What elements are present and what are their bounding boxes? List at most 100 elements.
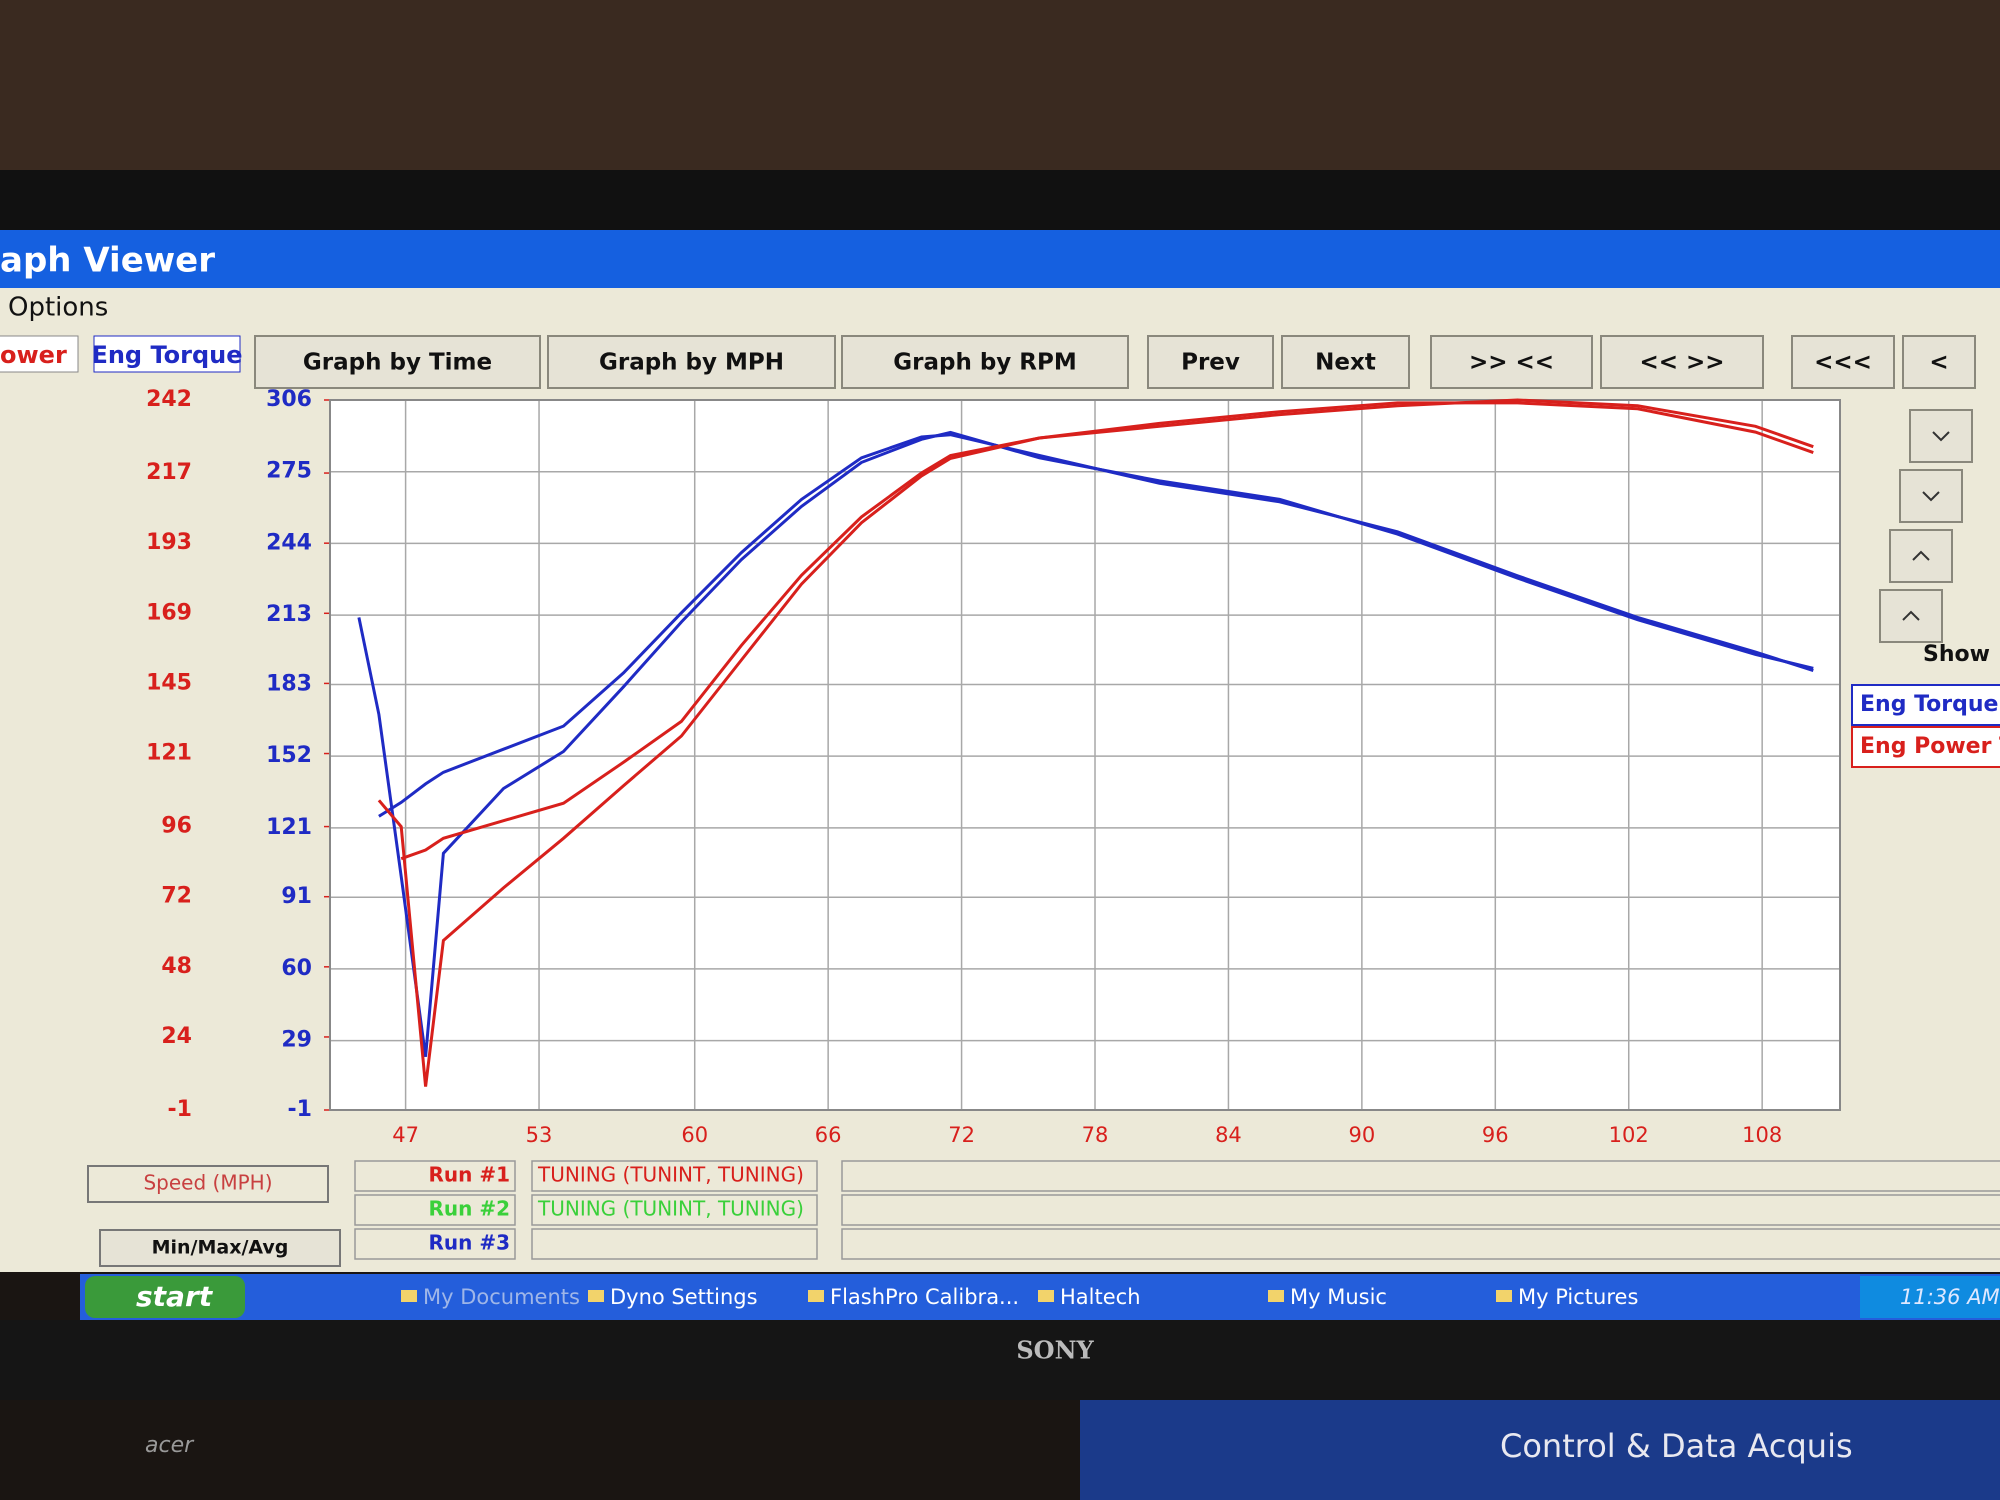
run-box xyxy=(354,1194,516,1226)
tab-label[interactable]: Eng Torque xyxy=(91,341,242,369)
series-line xyxy=(357,430,1814,1058)
button[interactable] xyxy=(1281,335,1410,389)
y-tick-label: 183 xyxy=(266,671,312,696)
menu-item[interactable]: Options xyxy=(8,293,108,323)
run-desc-box xyxy=(531,1194,818,1226)
button-label[interactable]: Next xyxy=(1315,350,1376,376)
axis-box xyxy=(87,1165,329,1203)
run-desc-box xyxy=(531,1160,818,1192)
folder-icon xyxy=(1038,1290,1054,1302)
y2-tick-label: 193 xyxy=(146,530,192,555)
taskbar-item[interactable]: My Pictures xyxy=(1518,1285,1638,1309)
button[interactable] xyxy=(547,335,836,389)
tray xyxy=(1860,1276,2000,1318)
legend-item[interactable] xyxy=(1851,726,2000,768)
button[interactable] xyxy=(1791,335,1895,389)
stats-button[interactable] xyxy=(99,1229,341,1267)
run-label: Run #3 xyxy=(428,1231,510,1255)
button-label[interactable]: Graph by RPM xyxy=(893,350,1077,376)
y2-tick-label: 24 xyxy=(161,1024,192,1049)
scroll-icon xyxy=(1932,431,1950,442)
run-desc: TUNING (TUNINT, TUNING) xyxy=(537,1197,804,1221)
button[interactable] xyxy=(254,335,541,389)
x-tick-label: 84 xyxy=(1215,1123,1242,1147)
run-label: Run #1 xyxy=(428,1163,510,1187)
button[interactable] xyxy=(1600,335,1764,389)
scroll-icon xyxy=(1912,550,1930,561)
run-desc: TUNING (TUNINT, TUNING) xyxy=(537,1163,804,1187)
scroll-button[interactable] xyxy=(1889,529,1953,583)
plot-border xyxy=(329,399,1841,1111)
folder-icon xyxy=(808,1290,824,1302)
stats-button-label[interactable]: Min/Max/Avg xyxy=(152,1237,289,1259)
scroll-icon xyxy=(1922,491,1940,502)
tab[interactable] xyxy=(0,335,79,373)
background-text: Control & Data Acquis xyxy=(1500,1427,1853,1465)
scroll-button[interactable] xyxy=(1879,589,1943,643)
folder-icon xyxy=(1268,1290,1284,1302)
taskbar-item[interactable]: My Documents xyxy=(423,1285,580,1309)
y2-tick-label: -1 xyxy=(168,1097,192,1122)
x-tick-label: 102 xyxy=(1609,1123,1649,1147)
taskbar-item[interactable]: FlashPro Calibra... xyxy=(830,1285,1019,1309)
folder-icon xyxy=(1496,1290,1512,1302)
start-label[interactable]: start xyxy=(136,1280,214,1313)
button[interactable] xyxy=(1902,335,1976,389)
y-tick-label: 306 xyxy=(266,387,312,412)
x-tick-label: 72 xyxy=(948,1123,975,1147)
button-label[interactable]: Prev xyxy=(1181,350,1240,376)
y2-tick-label: 48 xyxy=(161,954,192,979)
legend-label[interactable]: Eng Power T xyxy=(1860,734,2000,759)
side-label: Show xyxy=(1923,642,1990,667)
tab[interactable] xyxy=(93,335,241,373)
y2-tick-label: 96 xyxy=(161,814,192,839)
button-label[interactable]: << >> xyxy=(1639,350,1724,376)
y-tick-label: 152 xyxy=(266,743,312,768)
run-box xyxy=(354,1228,516,1260)
y2-tick-label: 145 xyxy=(146,670,192,695)
bezel-bottom xyxy=(0,1320,2000,1400)
x-axis-label: Speed (MPH) xyxy=(143,1171,272,1195)
x-tick-label: 78 xyxy=(1082,1123,1109,1147)
folder-icon xyxy=(401,1290,417,1302)
x-tick-label: 96 xyxy=(1482,1123,1509,1147)
start-button[interactable] xyxy=(85,1276,245,1318)
tab-label[interactable]: ower xyxy=(0,341,67,369)
series-line xyxy=(400,401,1814,861)
button[interactable] xyxy=(1147,335,1274,389)
button-label[interactable]: Graph by Time xyxy=(303,350,492,376)
button-label[interactable]: <<< xyxy=(1814,350,1872,376)
legend-item[interactable] xyxy=(1851,684,2000,726)
plot-area xyxy=(330,400,1840,1110)
button-label[interactable]: >> << xyxy=(1469,350,1554,376)
y-tick-label: 244 xyxy=(266,530,312,555)
y-tick-label: 29 xyxy=(281,1028,312,1053)
x-tick-label: 90 xyxy=(1349,1123,1376,1147)
x-tick-label: 53 xyxy=(526,1123,553,1147)
run-box xyxy=(354,1160,516,1192)
x-tick-label: 60 xyxy=(681,1123,708,1147)
button[interactable] xyxy=(841,335,1129,389)
y2-tick-label: 121 xyxy=(146,741,192,766)
taskbar-item[interactable]: Dyno Settings xyxy=(610,1285,758,1309)
scroll-button[interactable] xyxy=(1899,469,1963,523)
scroll-button[interactable] xyxy=(1909,409,1973,463)
run-stats-box xyxy=(841,1194,2000,1226)
x-tick-label: 47 xyxy=(392,1123,419,1147)
taskbar-item[interactable]: My Music xyxy=(1290,1285,1387,1309)
wall xyxy=(0,0,2000,180)
x-tick-label: 108 xyxy=(1742,1123,1782,1147)
x-tick-label: 66 xyxy=(815,1123,842,1147)
taskbar-item[interactable]: Haltech xyxy=(1060,1285,1141,1309)
scroll-icon xyxy=(1902,610,1920,621)
button-label[interactable]: Graph by MPH xyxy=(599,350,784,376)
clock: 11:36 AM xyxy=(1900,1285,2000,1309)
bezel-top xyxy=(0,170,2000,230)
y2-tick-label: 72 xyxy=(161,884,192,909)
button-label[interactable]: < xyxy=(1929,350,1948,376)
legend-label[interactable]: Eng Torque xyxy=(1860,692,1998,717)
title-bar xyxy=(0,230,2000,288)
y-tick-label: -1 xyxy=(288,1097,312,1122)
button[interactable] xyxy=(1430,335,1593,389)
